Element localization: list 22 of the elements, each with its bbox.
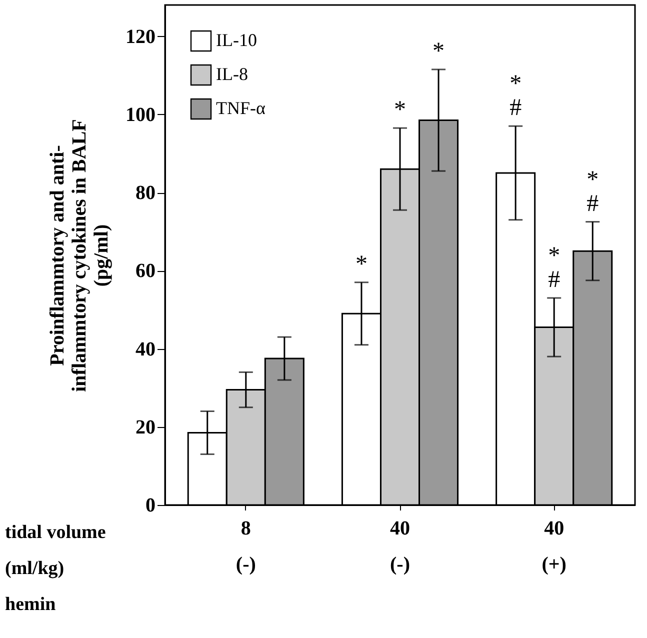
x-tick-label: 40 (-) (390, 518, 410, 576)
text: hemin (5, 594, 56, 615)
text: * # (586, 166, 599, 217)
y-tick-label: 80 (136, 182, 156, 204)
x-tick-label: 40 (+) (542, 518, 566, 576)
y-tick-label: 20 (136, 416, 156, 438)
text: * # (510, 71, 522, 122)
data-label: * (432, 38, 445, 64)
y-tick-label: 60 (136, 260, 156, 282)
legend-label: IL-10 (216, 30, 257, 50)
y-axis-title: Proinflammtory and anti- inflammtory cytokines in BALF (pg/ml) (46, 119, 112, 392)
data-label: * (355, 251, 368, 278)
y-tick-label: 40 (136, 338, 156, 360)
y-tick-label: 0 (146, 494, 156, 516)
text: * # (548, 242, 560, 293)
y-tick-label: 100 (126, 104, 156, 126)
x-tick-label: 8 (-) (236, 518, 256, 576)
y-tick-label: 120 (126, 26, 156, 48)
data-label: * (394, 97, 406, 124)
text: tidal volume (ml/kg) (5, 522, 106, 579)
legend-label: IL-8 (216, 64, 248, 84)
legend-label: TNF-α (216, 98, 266, 118)
